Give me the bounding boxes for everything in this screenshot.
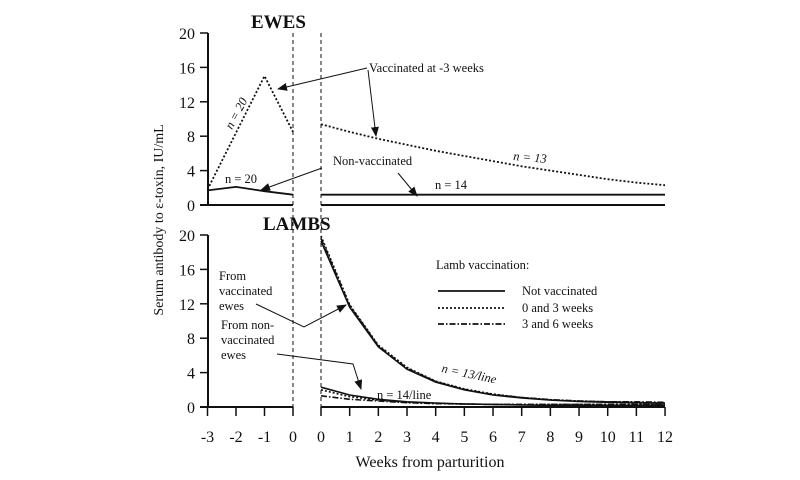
x-tick-label: 12: [657, 429, 673, 446]
x-tick-label: -2: [229, 429, 242, 446]
y-tick-label: 4: [187, 164, 195, 181]
x-tick-label: 1: [346, 429, 354, 446]
arrow-non-vaccinated-post: [397, 172, 418, 197]
n-label: n = 13: [513, 149, 548, 166]
y-tick-label: 12: [179, 95, 195, 112]
x-tick-label: 6: [489, 429, 497, 446]
x-tick-label: 0: [289, 429, 297, 446]
lambs-title: LAMBS: [263, 214, 331, 235]
arrow-from-non-vaccinated-ewes: [276, 353, 363, 390]
x-tick-label: 11: [629, 429, 644, 446]
ewes-title: EWES: [251, 12, 306, 33]
annotation-from-vaccinated: From: [219, 269, 246, 283]
annotation-from-vaccinated: ewes: [219, 299, 244, 313]
n-label: n = 20: [225, 172, 257, 186]
x-axis-label: Weeks from parturition: [356, 454, 505, 471]
x-tick-label: -1: [258, 429, 271, 446]
lambs-line-nonvacc-ewes-3-and-6-weeks: [320, 395, 665, 406]
ewes-non-vaccinated-line: [207, 185, 294, 196]
y-tick-label: 4: [187, 366, 195, 383]
legend-label: Not vaccinated: [522, 284, 598, 298]
y-tick-label: 8: [187, 331, 195, 348]
y-tick-label: 20: [179, 26, 195, 43]
x-tick-label: 10: [600, 429, 616, 446]
x-tick-label: 0: [317, 429, 325, 446]
x-tick-label: 3: [403, 429, 411, 446]
x-tick-label: 7: [518, 429, 526, 446]
y-tick-label: 12: [179, 297, 195, 314]
ewes-vaccinated-line: [206, 74, 294, 190]
ewes-vaccinated-line: [320, 123, 666, 187]
x-tick-label: -3: [201, 429, 214, 446]
y-tick-label: 16: [179, 60, 195, 77]
y-tick-label: 20: [179, 228, 195, 245]
annotation-from-non-vaccinated: From non-: [221, 318, 274, 332]
lambs-line-nonvacc-ewes-0-and-3-weeks: [320, 389, 665, 406]
legend-label: 3 and 6 weeks: [522, 317, 593, 331]
n-label: n = 14: [435, 178, 468, 192]
annotation-non-vaccinated: Non-vaccinated: [333, 154, 413, 168]
y-axis-label: Serum antibody to ε-toxin, IU/mL: [152, 124, 167, 315]
x-tick-label: 8: [546, 429, 554, 446]
x-tick-label: 2: [374, 429, 382, 446]
arrow-vaccinated-post: [367, 69, 379, 137]
arrow-non-vaccinated-pre: [260, 167, 323, 191]
n-label: n = 13/line: [440, 361, 498, 386]
annotation-from-vaccinated: vaccinated: [219, 284, 273, 298]
arrow-from-vaccinated-ewes: [255, 303, 347, 328]
n-label: n = 14/line: [377, 388, 432, 402]
legend-title: Lamb vaccination:: [436, 258, 529, 272]
annotation-vaccinated: Vaccinated at -3 weeks: [369, 61, 484, 75]
x-tick-label: 4: [432, 429, 440, 446]
y-tick-label: 0: [187, 198, 195, 215]
x-tick-label: 9: [575, 429, 583, 446]
lambs-line-vacc-ewes-0-and-3-weeks: [320, 235, 666, 404]
annotation-from-non-vaccinated: vaccinated: [221, 333, 275, 347]
annotation-from-non-vaccinated: ewes: [221, 348, 246, 362]
x-tick-label: 5: [460, 429, 468, 446]
arrow-vaccinated-pre: [277, 67, 368, 91]
legend-label: 0 and 3 weeks: [522, 301, 593, 315]
y-tick-label: 8: [187, 129, 195, 146]
y-tick-label: 16: [179, 262, 195, 279]
y-tick-label: 0: [187, 400, 195, 417]
